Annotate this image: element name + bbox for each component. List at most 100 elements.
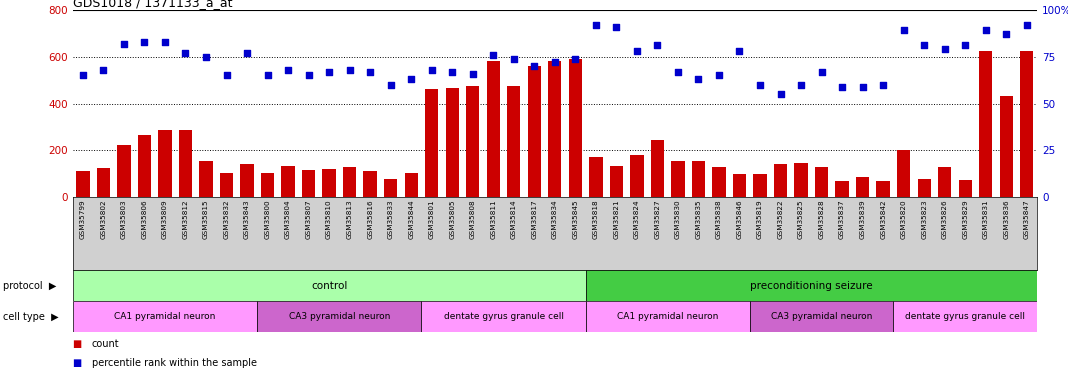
Bar	[422, 301, 585, 332]
Point	[505, 56, 522, 62]
Text: GSM35805: GSM35805	[450, 200, 455, 239]
Bar	[585, 270, 1037, 301]
Bar	[425, 90, 438, 197]
Point	[115, 40, 132, 46]
Bar	[117, 144, 130, 197]
Bar	[753, 174, 767, 197]
Text: GSM35827: GSM35827	[655, 200, 660, 239]
Bar	[568, 59, 582, 197]
Point	[443, 69, 460, 75]
Text: control: control	[311, 281, 347, 291]
Text: GSM35808: GSM35808	[470, 200, 475, 239]
Text: GSM35809: GSM35809	[162, 200, 168, 239]
Bar	[1000, 96, 1012, 197]
Point	[75, 72, 92, 78]
Point	[690, 76, 707, 82]
Bar	[1020, 51, 1034, 197]
Bar	[877, 181, 890, 197]
Bar	[343, 167, 357, 197]
Point	[547, 59, 564, 65]
Text: GSM35801: GSM35801	[428, 200, 435, 239]
Text: GSM35825: GSM35825	[798, 200, 804, 239]
Bar	[507, 86, 520, 197]
Text: GSM35815: GSM35815	[203, 200, 209, 239]
Text: CA1 pyramidal neuron: CA1 pyramidal neuron	[114, 312, 216, 321]
Point	[341, 67, 358, 73]
Bar	[815, 167, 829, 197]
Bar	[138, 135, 151, 197]
Text: GSM35807: GSM35807	[305, 200, 312, 239]
Bar	[917, 178, 931, 197]
Text: GSM35799: GSM35799	[80, 200, 85, 239]
Bar	[302, 170, 315, 197]
Text: GSM35802: GSM35802	[100, 200, 107, 239]
Text: GSM35824: GSM35824	[634, 200, 640, 239]
Point	[177, 50, 194, 56]
Point	[300, 72, 317, 78]
Bar	[158, 130, 172, 197]
Bar	[240, 164, 254, 197]
Bar	[73, 301, 257, 332]
Text: CA3 pyramidal neuron: CA3 pyramidal neuron	[288, 312, 390, 321]
Point	[608, 24, 625, 30]
Text: protocol  ▶: protocol ▶	[3, 281, 57, 291]
Point	[567, 56, 584, 62]
Text: GSM35822: GSM35822	[778, 200, 784, 239]
Bar	[76, 171, 90, 197]
Bar	[466, 86, 480, 197]
Text: GSM35813: GSM35813	[347, 200, 352, 239]
Bar	[487, 61, 500, 197]
Text: GSM35826: GSM35826	[942, 200, 947, 239]
Bar	[795, 163, 807, 197]
Text: GSM35804: GSM35804	[285, 200, 292, 239]
Point	[218, 72, 235, 78]
Bar	[590, 158, 602, 197]
Point	[833, 84, 850, 90]
Text: GSM35831: GSM35831	[983, 200, 989, 239]
Point	[752, 82, 769, 88]
Text: dentate gyrus granule cell: dentate gyrus granule cell	[906, 312, 1025, 321]
Point	[813, 69, 830, 75]
Text: count: count	[92, 339, 120, 349]
Bar	[363, 171, 377, 197]
Point	[998, 31, 1015, 37]
Point	[937, 46, 954, 52]
Bar	[938, 167, 952, 197]
Bar	[200, 161, 213, 197]
Bar	[959, 180, 972, 197]
Point	[260, 72, 277, 78]
Bar	[630, 155, 644, 197]
Bar	[73, 270, 585, 301]
Point	[423, 67, 440, 73]
Text: cell type  ▶: cell type ▶	[3, 312, 59, 321]
Text: GSM35845: GSM35845	[572, 200, 579, 239]
Text: GSM35810: GSM35810	[326, 200, 332, 239]
Bar	[323, 169, 335, 197]
Text: GSM35803: GSM35803	[121, 200, 127, 239]
Text: ■: ■	[73, 339, 82, 349]
Point	[156, 39, 173, 45]
Point	[525, 63, 543, 69]
Bar	[692, 161, 705, 197]
Text: preconditioning seizure: preconditioning seizure	[750, 281, 873, 291]
Point	[362, 69, 379, 75]
Point	[710, 72, 727, 78]
Bar	[220, 172, 233, 197]
Point	[1018, 22, 1035, 28]
Bar	[405, 172, 418, 197]
Text: percentile rank within the sample: percentile rank within the sample	[92, 358, 256, 368]
Text: GSM35800: GSM35800	[265, 200, 270, 239]
Point	[320, 69, 337, 75]
Text: GSM35833: GSM35833	[388, 200, 394, 239]
Point	[136, 39, 153, 45]
Text: dentate gyrus granule cell: dentate gyrus granule cell	[443, 312, 564, 321]
Text: GSM35817: GSM35817	[531, 200, 537, 239]
Text: GSM35828: GSM35828	[818, 200, 824, 239]
Bar	[548, 61, 562, 197]
Point	[772, 91, 789, 97]
Text: GSM35835: GSM35835	[695, 200, 702, 239]
Text: GSM35838: GSM35838	[716, 200, 722, 239]
Point	[957, 42, 974, 48]
Point	[977, 27, 994, 33]
Bar	[897, 150, 910, 197]
